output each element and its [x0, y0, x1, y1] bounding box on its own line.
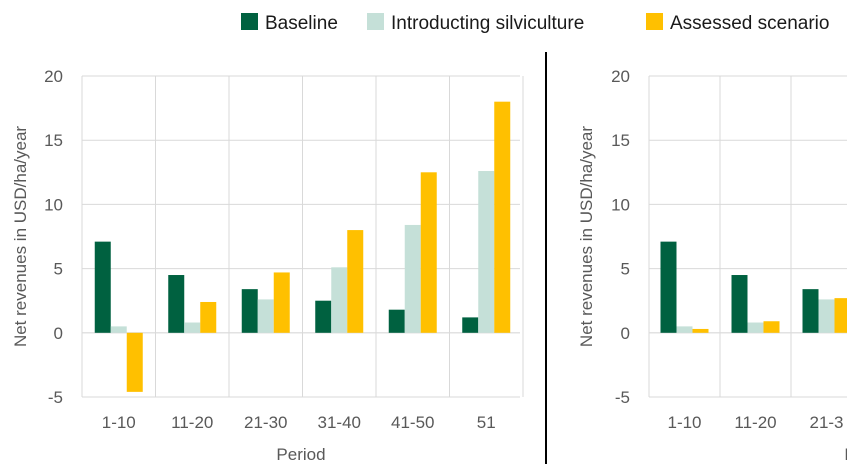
y-tick-label: 20: [44, 67, 63, 86]
bar-baseline-41-50: [388, 309, 405, 333]
bar-introducting-silviculture-1-10: [110, 326, 127, 333]
y-tick-label: 20: [611, 67, 630, 86]
x-tick-label: 21-3: [809, 413, 843, 432]
x-tick-label: 21-30: [244, 413, 287, 432]
bar-baseline-11-20: [731, 275, 748, 333]
x-tick-label: 41-50: [391, 413, 434, 432]
legend-label: Introducting silviculture: [391, 13, 584, 34]
y-tick-label: 5: [54, 260, 63, 279]
bar-assessed-scenario-11-20: [200, 301, 217, 333]
legend-swatch-baseline: [241, 13, 258, 30]
bar-assessed-scenario-1-10: [692, 328, 709, 333]
bar-introducting-silviculture-31-40: [331, 267, 348, 333]
bar-introducting-silviculture-21-30: [257, 299, 274, 333]
bar-introducting-silviculture-41-50: [404, 224, 421, 333]
bar-baseline-21-30: [241, 289, 258, 333]
x-axis-title: Period: [276, 445, 325, 464]
x-tick-label: 51: [477, 413, 496, 432]
bar-baseline-51: [462, 317, 479, 333]
y-tick-label: 0: [621, 324, 630, 343]
y-tick-label: 10: [611, 195, 630, 214]
y-axis-title: Net revenues in USD/ha/year: [11, 126, 30, 347]
y-tick-label: 10: [44, 195, 63, 214]
legend: Baseline Introducting silviculture Assesse…: [241, 13, 829, 34]
y-tick-label: 15: [611, 131, 630, 150]
bar-assessed-scenario-51: [494, 101, 511, 333]
bar-baseline-11-20: [168, 275, 185, 333]
bar-assessed-scenario-21-3: [834, 298, 847, 333]
y-tick-label: -5: [615, 388, 630, 407]
bar-assessed-scenario-1-10: [126, 332, 143, 392]
legend-swatch-assessed-scenario: [646, 13, 663, 30]
bar-assessed-scenario-21-30: [273, 272, 290, 333]
bar-introducting-silviculture-11-20: [747, 322, 764, 333]
bar-baseline-31-40: [315, 300, 332, 333]
bar-assessed-scenario-41-50: [420, 172, 437, 333]
x-axis-title: P: [844, 445, 847, 464]
legend-label: Assessed scenario: [670, 13, 829, 34]
bar-introducting-silviculture-11-20: [184, 322, 201, 333]
legend-swatch-introducting-silviculture: [367, 13, 384, 30]
chart-panel-left: -5 0 5 10 15 20 1-10 11-20 21-30 31-40 41-50 51 Net …: [11, 67, 524, 464]
x-tick-label: 1-10: [102, 413, 136, 432]
bar-baseline-21-3: [802, 289, 819, 333]
chart-panel-right: -5 0 5 10 15 20 1-10 11-20 21-3 Net revenues in U…: [577, 67, 847, 464]
bar-baseline-1-10: [94, 241, 111, 333]
y-axis-title: Net revenues in USD/ha/year: [577, 126, 596, 347]
x-tick-label: 1-10: [667, 413, 701, 432]
y-tick-label: 15: [44, 131, 63, 150]
x-tick-label: 11-20: [171, 413, 213, 432]
bar-introducting-silviculture-51: [478, 171, 495, 333]
y-tick-label: -5: [48, 388, 63, 407]
bar-assessed-scenario-31-40: [347, 230, 364, 333]
bar-introducting-silviculture-1-10: [676, 326, 693, 333]
legend-label: Baseline: [265, 13, 338, 34]
x-tick-label: 11-20: [734, 413, 776, 432]
bar-baseline-1-10: [660, 241, 677, 333]
bar-introducting-silviculture-21-3: [818, 299, 835, 333]
y-tick-label: 0: [54, 324, 63, 343]
x-tick-label: 31-40: [318, 413, 361, 432]
bar-assessed-scenario-11-20: [763, 321, 780, 333]
y-tick-label: 5: [621, 260, 630, 279]
